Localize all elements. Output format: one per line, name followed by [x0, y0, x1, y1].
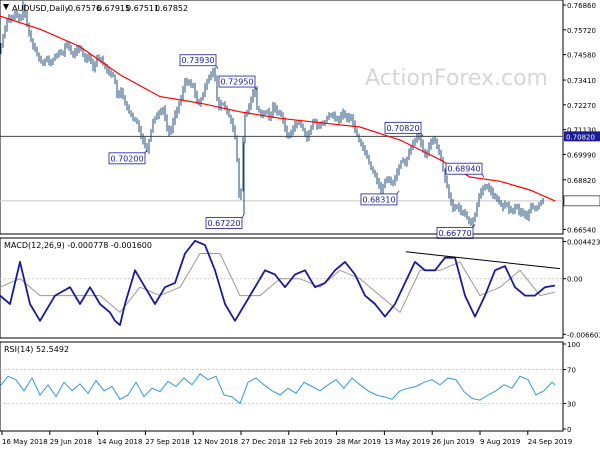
macd-trendline [405, 251, 561, 270]
rsi-guide-lines [0, 369, 563, 404]
ohlc-low: 0.67511 [126, 4, 159, 13]
date-tick-label: 27 Dec 2018 [241, 438, 286, 446]
date-axis: 16 May 2018 29 Jun 2018 14 Aug 2018 27 Sep … [1, 431, 572, 446]
level-badge [564, 131, 600, 142]
date-tick-label: 24 Sep 2019 [528, 438, 572, 446]
price-panel: ActionForex.com 0.73930 0.70200 0.72950 0.6… [0, 0, 600, 239]
rsi-tick-label: 100 [567, 341, 580, 349]
swing-label-box [445, 162, 483, 175]
rsi-panel: 100 70 30 0 RSI(14) 52.5492 [0, 341, 580, 434]
macd-axis: 0.004423 0.00 -0.006603 [563, 238, 600, 339]
rsi-series-line [0, 373, 556, 405]
swing-label-pointer [144, 149, 148, 154]
price-tick-label: 0.68820 [567, 177, 596, 185]
macd-series-macd [0, 239, 556, 326]
date-tick-label: 14 Aug 2018 [98, 438, 143, 446]
horizontal-level-line [0, 135, 563, 202]
macd-panel: 0.004423 0.00 -0.006603 MACD(12,26,9) -0.0… [0, 237, 600, 339]
price-panel-frame [0, 0, 564, 235]
swing-label: 0.70200 [110, 154, 143, 163]
date-tick-label: 28 Mar 2019 [337, 438, 381, 446]
moving-average-path [0, 15, 556, 202]
macd-tick-label: -0.006603 [567, 331, 600, 339]
date-tick-label: 9 Aug 2019 [480, 438, 520, 446]
swing-label-box [384, 121, 422, 134]
swing-label: 0.72950 [220, 78, 253, 87]
date-tick-label: 12 Feb 2019 [289, 438, 333, 446]
macd-tick-label: 0.00 [567, 276, 583, 284]
swing-label-box [360, 193, 398, 206]
swing-label-pointer [472, 224, 476, 228]
ohlc-close: 0.67852 [155, 4, 188, 13]
swing-label: 0.73930 [181, 56, 214, 65]
swing-label-box [205, 217, 243, 230]
swing-label: 0.68310 [362, 195, 395, 204]
ohlc-high: 0.67915 [97, 4, 130, 13]
rsi-title: RSI(14) 52.5492 [4, 345, 69, 354]
rsi-tick-label: 30 [567, 401, 576, 409]
swing-label-pointer [215, 65, 219, 69]
moving-average-line [0, 15, 556, 202]
last-price-badge [563, 195, 600, 207]
macd-tick-label: 0.004423 [567, 238, 600, 246]
swing-label-box [218, 75, 256, 88]
swing-label-box [179, 54, 217, 67]
rsi-panel-frame [0, 341, 564, 432]
macd-trendline-path [405, 251, 561, 270]
date-tick-label: 27 Sep 2018 [145, 438, 189, 446]
swing-label: 0.67220 [207, 219, 240, 228]
swing-label-pointer [241, 214, 245, 218]
swing-label-pointer [254, 86, 258, 91]
price-tick-label: 0.69990 [567, 151, 596, 159]
price-title: AUDUSD,Daily 0.67576 0.67915 0.67511 0.6… [3, 4, 188, 13]
price-tick-label: 0.74580 [567, 52, 596, 60]
rsi-tick-label: 0 [567, 426, 571, 434]
date-tick-label: 29 Jun 2018 [50, 438, 92, 446]
swing-label: 0.68940 [447, 165, 480, 174]
swing-label-pointer [481, 173, 485, 178]
date-tick-label: 16 May 2018 [2, 438, 48, 446]
rsi-line [0, 373, 556, 405]
level-badge-label: 0.70820 [566, 133, 595, 141]
price-tick-label: 0.73410 [567, 77, 596, 85]
price-tick-label: 0.71130 [567, 127, 596, 135]
macd-lines [0, 239, 556, 326]
macd-series-signal [0, 253, 556, 313]
price-tick-label: 0.75720 [567, 27, 596, 35]
rsi-axis: 100 70 30 0 [563, 341, 580, 434]
swing-label-box [108, 152, 146, 165]
swing-label-pointer [420, 133, 424, 137]
ohlc-open: 0.67576 [68, 4, 101, 13]
price-title-text: AUDUSD,Daily [12, 4, 70, 13]
swing-label: 0.70820 [386, 124, 419, 133]
swing-label: 0.66770 [438, 229, 471, 238]
title-marker-icon [3, 4, 9, 10]
rsi-tick-label: 70 [567, 367, 576, 375]
swing-labels: 0.73930 0.70200 0.72950 0.67220 0.70820 0.683… [108, 54, 485, 239]
price-axis: 0.76860 0.75720 0.74580 0.73410 0.72270 0.711… [563, 2, 600, 234]
price-tick-label: 0.76860 [567, 2, 596, 10]
price-tick-label: 0.66540 [567, 226, 596, 234]
macd-title: MACD(12,26,9) -0.000778 -0.001600 [4, 241, 152, 250]
swing-label-pointer [396, 190, 400, 195]
watermark: ActionForex.com [365, 66, 548, 91]
date-tick-label: 13 May 2019 [384, 438, 430, 446]
macd-panel-frame [0, 237, 564, 339]
date-tick-label: 26 Jun 2019 [432, 438, 474, 446]
price-tick-label: 0.72270 [567, 102, 596, 110]
date-tick-label: 12 Nov 2018 [193, 438, 238, 446]
